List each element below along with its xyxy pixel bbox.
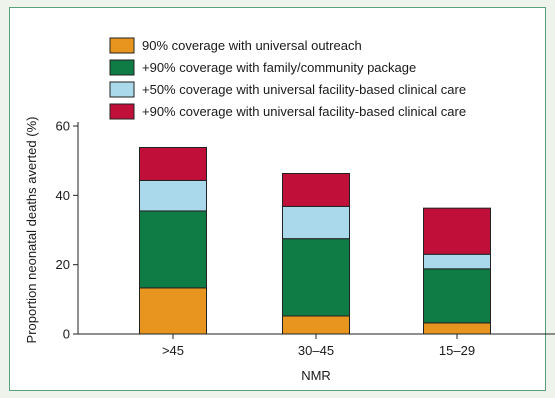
bar-segment [423,207,491,255]
bar-segment [282,315,350,335]
legend-swatch [109,59,135,76]
y-tick-label: 40 [56,188,70,203]
axes: 0 20 40 60 >45 30–45 15–29 [56,119,555,358]
bar-segment [423,268,491,324]
x-tick-label: >45 [162,343,184,358]
x-tick-label: 15–29 [439,343,475,358]
legend: 90% coverage with universal outreach +90%… [109,37,466,120]
bar-segment [282,238,350,317]
bar-segment [139,146,207,181]
bar-segment [139,179,207,212]
legend-swatch [109,103,135,120]
y-tick-label: 20 [56,257,70,272]
bar-segment [282,205,350,240]
legend-label: 90% coverage with universal outreach [142,38,362,53]
bar-segment [139,287,207,335]
y-axis-label: Proportion neonatal deaths averted (%) [24,117,39,344]
legend-label: +90% coverage with universal facility-ba… [142,104,466,119]
legend-swatch [109,37,135,54]
x-tick-label: 30–45 [298,343,334,358]
bars [139,146,491,335]
legend-label: +50% coverage with universal facility-ba… [142,82,466,97]
y-tick-label: 60 [56,119,70,134]
y-tick-label: 0 [63,327,70,342]
bar-segment [423,253,491,270]
x-axis-label: NMR [301,368,331,383]
legend-label: +90% coverage with family/community pack… [142,60,416,75]
legend-swatch [109,81,135,98]
bar-segment [282,172,350,207]
bar-segment [423,322,491,335]
bar-segment [139,210,207,289]
